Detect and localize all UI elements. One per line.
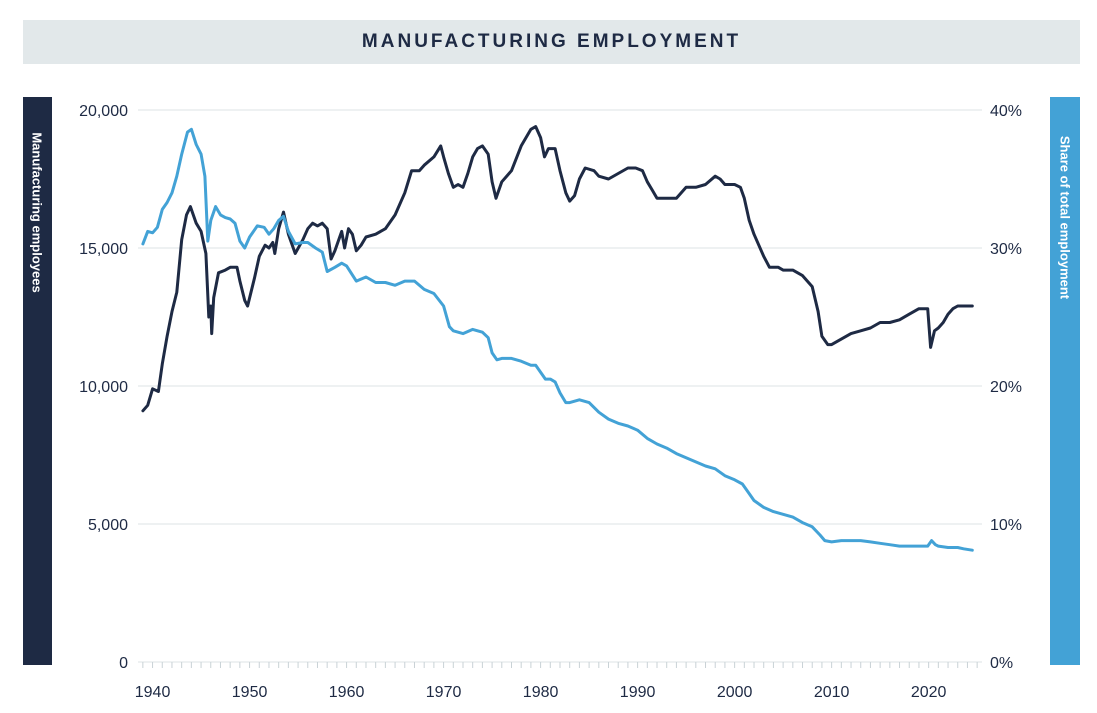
right-axis-band [1050,97,1080,665]
x-tick-label: 1990 [620,684,656,701]
x-axis: 1940 1950 1960 1970 1980 1990 2000 2010 2020 [135,662,978,701]
x-tick-label: 1980 [523,684,559,701]
right-y-tick-label: 20% [990,379,1022,396]
x-tick-label: 1970 [426,684,462,701]
left-y-tick-label: 0 [119,655,128,672]
series-line-employees [141,125,974,413]
chart-title-bar: MANUFACTURING EMPLOYMENT [23,20,1080,64]
series-lines [141,125,974,552]
left-y-tick-label: 5,000 [88,517,128,534]
left-y-tick-label: 15,000 [79,241,128,258]
right-y-axis: 0% 10% 20% 30% 40% [990,103,1022,672]
gridlines [138,109,982,663]
right-y-tick-label: 0% [990,655,1013,672]
x-tick-label: 2010 [814,684,850,701]
x-tick-label: 1940 [135,684,171,701]
right-y-tick-label: 30% [990,241,1022,258]
right-y-tick-label: 40% [990,103,1022,120]
right-y-tick-label: 10% [990,517,1022,534]
x-tick-label: 1950 [232,684,268,701]
x-tick-label: 2020 [911,684,947,701]
x-tick-label: 2000 [717,684,753,701]
chart-title: MANUFACTURING EMPLOYMENT [361,31,742,52]
left-axis-band [23,97,52,665]
x-tick-label: 1960 [329,684,365,701]
left-y-tick-label: 20,000 [79,103,128,120]
series-line-share [141,127,974,552]
left-y-axis: 0 5,000 10,000 15,000 20,000 [79,103,128,672]
left-y-tick-label: 10,000 [79,379,128,396]
